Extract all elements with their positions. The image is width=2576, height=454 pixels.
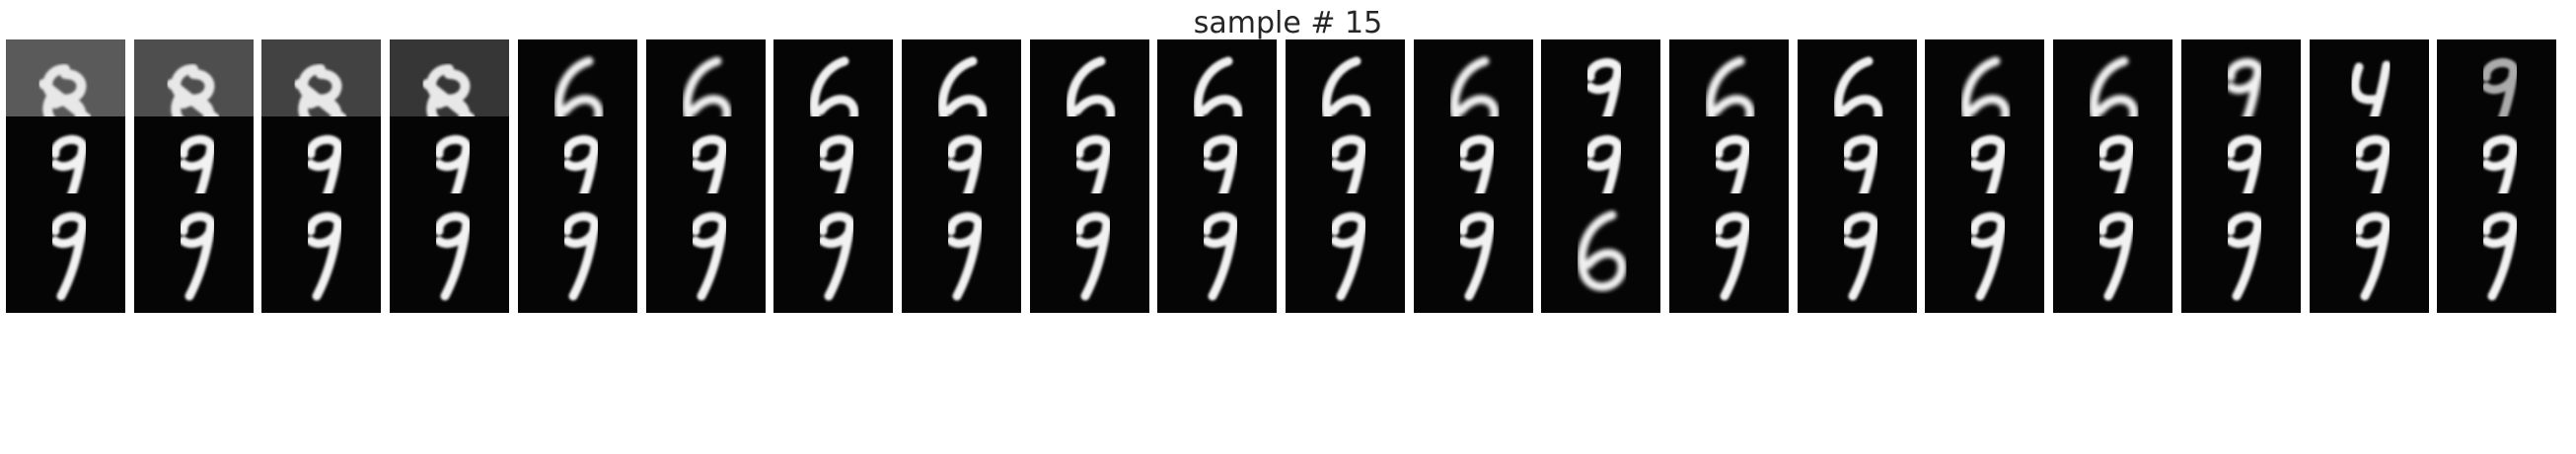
sample-image-tile [1157, 193, 1277, 313]
sample-image-tile [1925, 193, 2044, 313]
sample-image-tile [518, 193, 637, 313]
sample-image-tile [1030, 193, 1149, 313]
sample-image-tile [2437, 193, 2556, 313]
sample-image-tile [1541, 193, 1660, 313]
sample-image-tile [902, 193, 1021, 313]
sample-image-tile [646, 193, 766, 313]
sample-image-tile [1286, 193, 1405, 313]
sample-image-tile [1798, 193, 1917, 313]
figure-title: sample # 15 [1193, 6, 1383, 40]
sample-image-tile [2181, 193, 2301, 313]
sample-image-tile [390, 193, 509, 313]
sample-image-tile [1414, 193, 1533, 313]
sample-image-tile [261, 193, 381, 313]
sample-image-tile [2310, 193, 2429, 313]
sample-image-tile [773, 193, 893, 313]
sample-image-tile [1669, 193, 1789, 313]
sample-image-tile [2053, 193, 2172, 313]
sample-image-tile [6, 193, 125, 313]
sample-image-tile [134, 193, 254, 313]
